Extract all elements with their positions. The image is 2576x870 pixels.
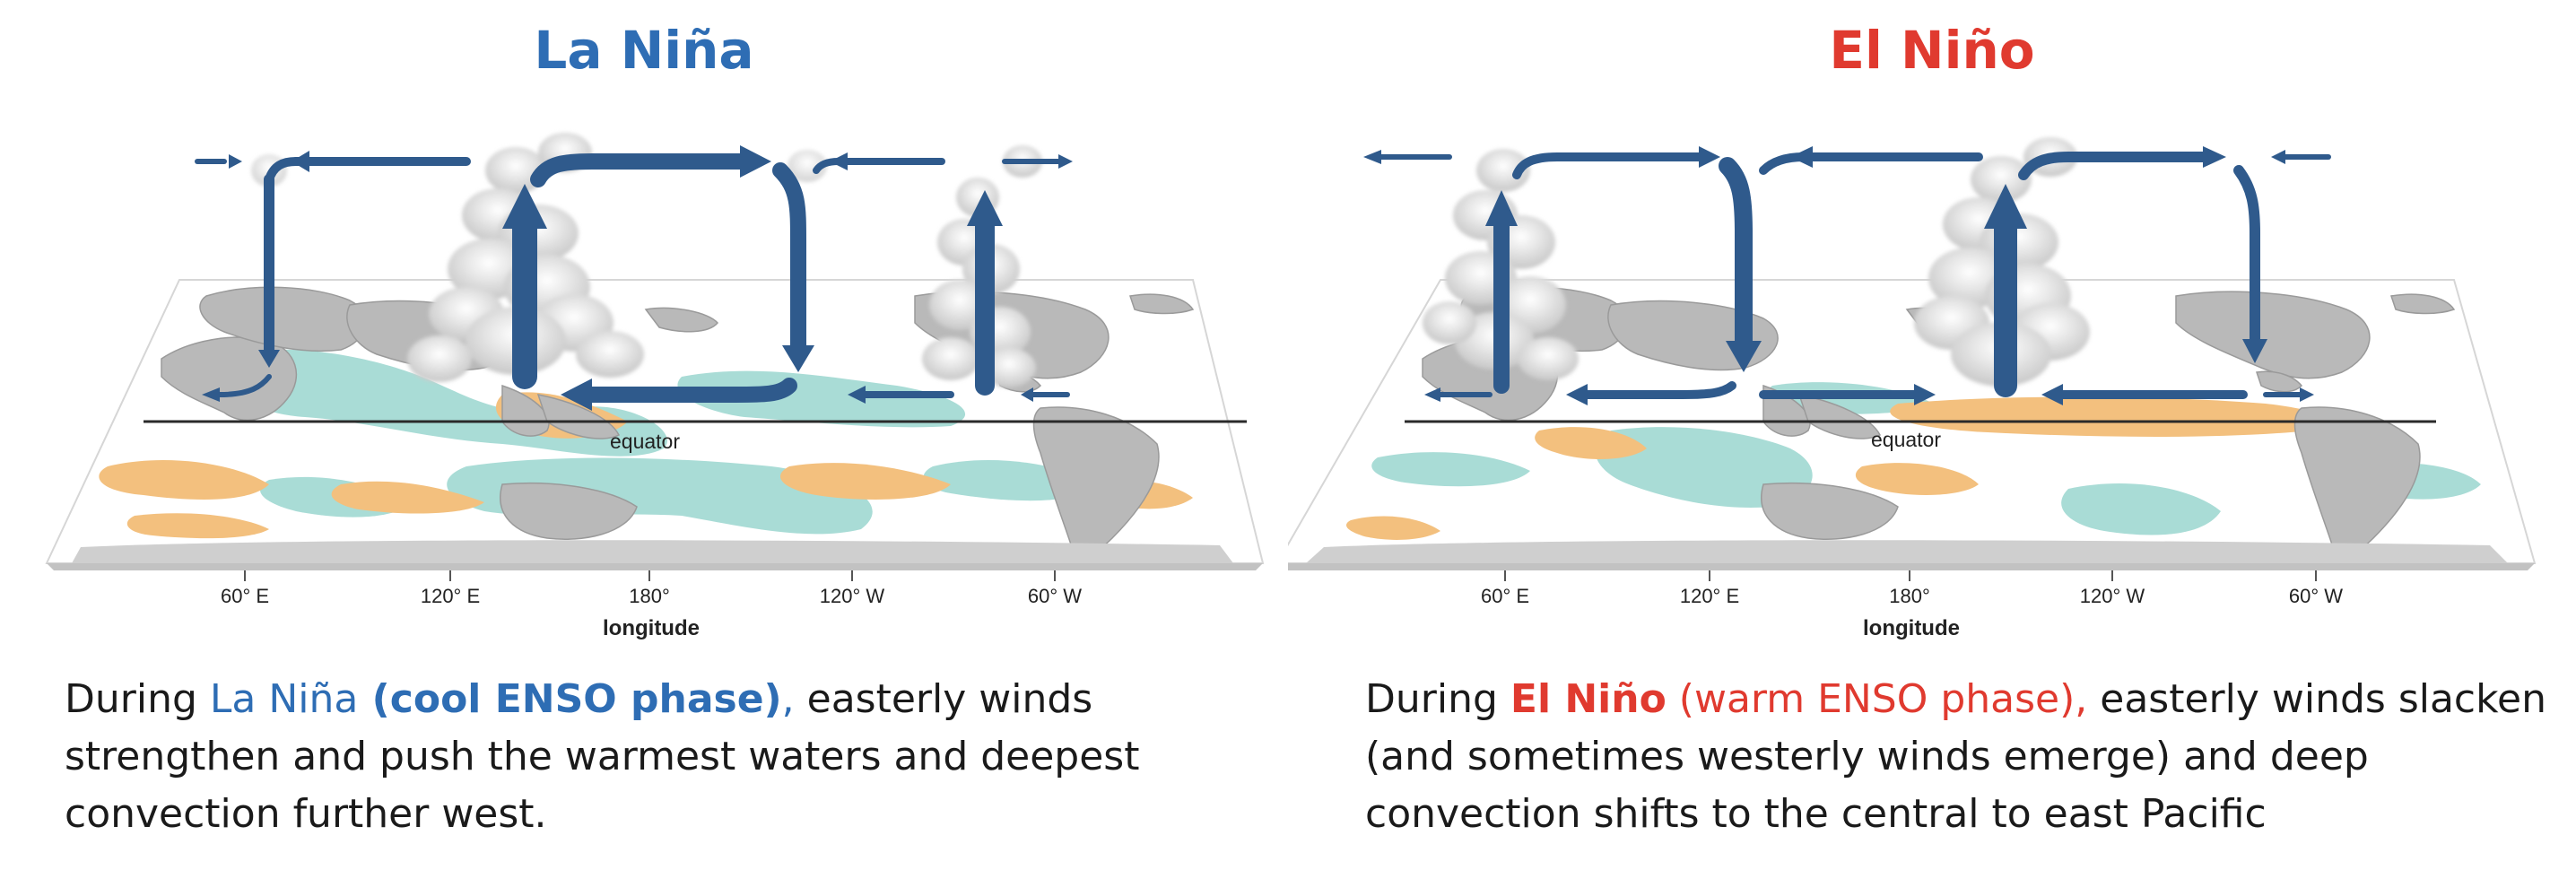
tick-label-120e: 120° E: [1680, 585, 1739, 607]
caption-text: easterly winds slacken (and sometimes we…: [1365, 676, 2546, 837]
caption-la-nina-term: La Niña: [209, 676, 359, 722]
tick-label-120w: 120° W: [820, 585, 885, 607]
la-nina-caption: During La Niña (cool ENSO phase), easter…: [65, 671, 1266, 843]
longitude-axis-label: longitude: [603, 616, 700, 640]
equator-label: equator: [1871, 428, 1941, 451]
caption-warm-phase: (warm ENSO phase),: [1666, 676, 2088, 722]
tick-label-120w: 120° W: [2080, 585, 2145, 607]
el-nino-walker-circulation-diagram: equator: [1288, 137, 2537, 640]
tick-label-120e: 120° E: [421, 585, 480, 607]
el-nino-panel: El Niño: [1288, 0, 2576, 870]
el-nino-caption: During El Niño (warm ENSO phase), easter…: [1365, 671, 2567, 843]
plane-edge: [1288, 563, 2535, 570]
plane-edge: [47, 563, 1263, 570]
equator-label: equator: [610, 430, 680, 453]
caption-cool-phase: (cool ENSO phase): [358, 676, 782, 722]
la-nina-panel: La Niña: [45, 20, 1266, 843]
caption-text: easterly winds strengthen and push the w…: [65, 676, 1140, 837]
longitude-ticks: 60° E 120° E 180° 120° W 60° W: [1481, 570, 2343, 607]
tick-label-60w: 60° W: [2289, 585, 2343, 607]
caption-text: During: [1365, 676, 1510, 722]
caption-text: During: [65, 676, 210, 722]
caption-comma: ,: [781, 676, 795, 722]
tick-label-180: 180°: [1889, 585, 1930, 607]
el-nino-title: El Niño: [1829, 20, 2035, 81]
sst-anomaly-patches: [99, 319, 1193, 539]
tick-label-60e: 60° E: [221, 585, 269, 607]
tick-label-180: 180°: [629, 585, 670, 607]
longitude-ticks: 60° E 120° E 180° 120° W 60° W: [221, 570, 1082, 607]
walker-circulation-arrows: [1363, 146, 2331, 405]
la-nina-title: La Niña: [534, 20, 754, 81]
tick-label-60w: 60° W: [1028, 585, 1082, 607]
longitude-axis-label: longitude: [1863, 616, 1960, 640]
tick-label-60e: 60° E: [1481, 585, 1529, 607]
walker-circulation-arrows: [195, 145, 1073, 411]
caption-el-nino-term: El Niño: [1510, 676, 1667, 722]
la-nina-walker-circulation-diagram: equator: [45, 133, 1265, 640]
